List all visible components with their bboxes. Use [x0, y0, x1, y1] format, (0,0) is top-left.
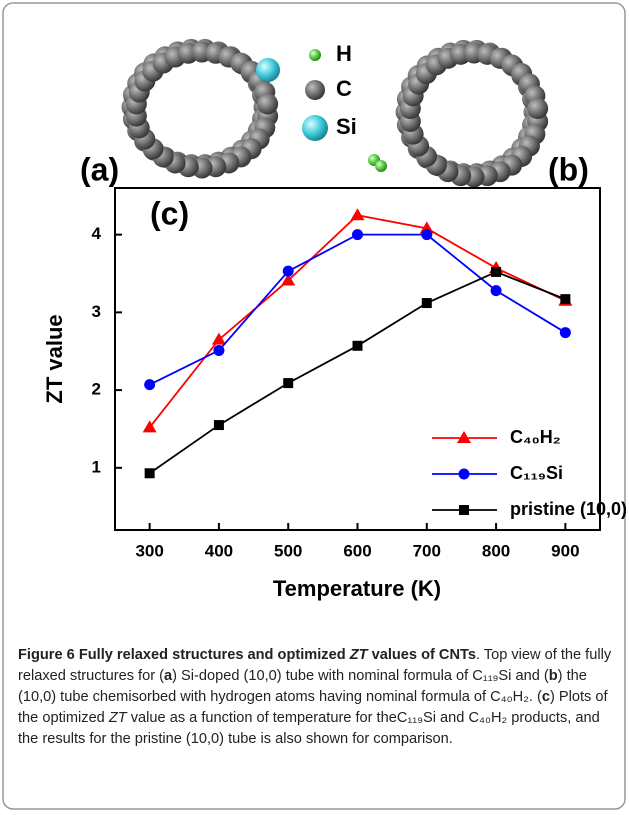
- c-atom-icon: [305, 80, 325, 100]
- marker: [351, 208, 365, 220]
- h-atom-icon: [309, 49, 321, 61]
- x-tick-label: 900: [551, 541, 579, 560]
- marker: [352, 229, 363, 240]
- marker: [560, 327, 571, 338]
- marker: [491, 267, 501, 277]
- atom-legend-label: C: [336, 76, 352, 101]
- caption-text: values of CNTs: [368, 647, 476, 663]
- si-atom-icon: [302, 115, 328, 141]
- marker: [283, 378, 293, 388]
- x-axis-label: Temperature (K): [273, 576, 441, 601]
- marker: [213, 345, 224, 356]
- x-tick-label: 600: [343, 541, 371, 560]
- carbon-atom: [527, 98, 548, 119]
- panel-label: (b): [548, 151, 589, 187]
- legend-label: C₄₀H₂: [510, 427, 561, 447]
- x-tick-label: 800: [482, 541, 510, 560]
- page: H C Si (a) (b) (c) Temperature (K) ZT va…: [0, 0, 629, 815]
- x-tick-label: 300: [135, 541, 163, 560]
- marker: [491, 285, 502, 296]
- y-axis-label: ZT value: [42, 314, 67, 403]
- panel-label: (c): [150, 195, 189, 231]
- marker: [422, 298, 432, 308]
- caption-text: a: [164, 668, 172, 684]
- si-atom: [256, 58, 280, 82]
- x-tick-label: 500: [274, 541, 302, 560]
- legend-marker: [459, 505, 469, 515]
- series-line: [150, 235, 566, 385]
- marker: [214, 420, 224, 430]
- caption-text: ZT: [109, 710, 127, 726]
- series-line: [150, 272, 566, 473]
- caption-text: b: [549, 668, 558, 684]
- h-atom: [375, 160, 387, 172]
- series-line: [150, 215, 566, 427]
- marker: [283, 266, 294, 277]
- y-tick-label: 1: [92, 457, 101, 476]
- y-tick-label: 4: [92, 224, 102, 243]
- caption-text: Figure 6 Fully relaxed structures and op…: [18, 647, 350, 663]
- x-tick-label: 400: [205, 541, 233, 560]
- nanotube-structures: [122, 39, 549, 188]
- legend-label: pristine (10,0): [510, 499, 627, 519]
- caption-text: ) Si-doped (10,0) tube with nominal form…: [172, 668, 549, 684]
- marker: [353, 341, 363, 351]
- panel-label: (a): [80, 151, 119, 187]
- marker: [560, 294, 570, 304]
- marker: [144, 379, 155, 390]
- y-tick-label: 2: [92, 380, 101, 399]
- y-tick-label: 3: [92, 302, 101, 321]
- x-tick-label: 700: [413, 541, 441, 560]
- legend-label: C₁₁₉Si: [510, 463, 563, 483]
- caption-text: c: [542, 689, 550, 705]
- caption-text: ZT: [350, 647, 368, 663]
- legend-marker: [457, 431, 471, 443]
- atom-legend-label: H: [336, 41, 352, 66]
- marker: [145, 468, 155, 478]
- atom-legend-label: Si: [336, 114, 357, 139]
- figure-caption: Figure 6 Fully relaxed structures and op…: [18, 645, 616, 750]
- marker: [421, 229, 432, 240]
- legend-marker: [459, 469, 470, 480]
- carbon-atom: [257, 93, 278, 114]
